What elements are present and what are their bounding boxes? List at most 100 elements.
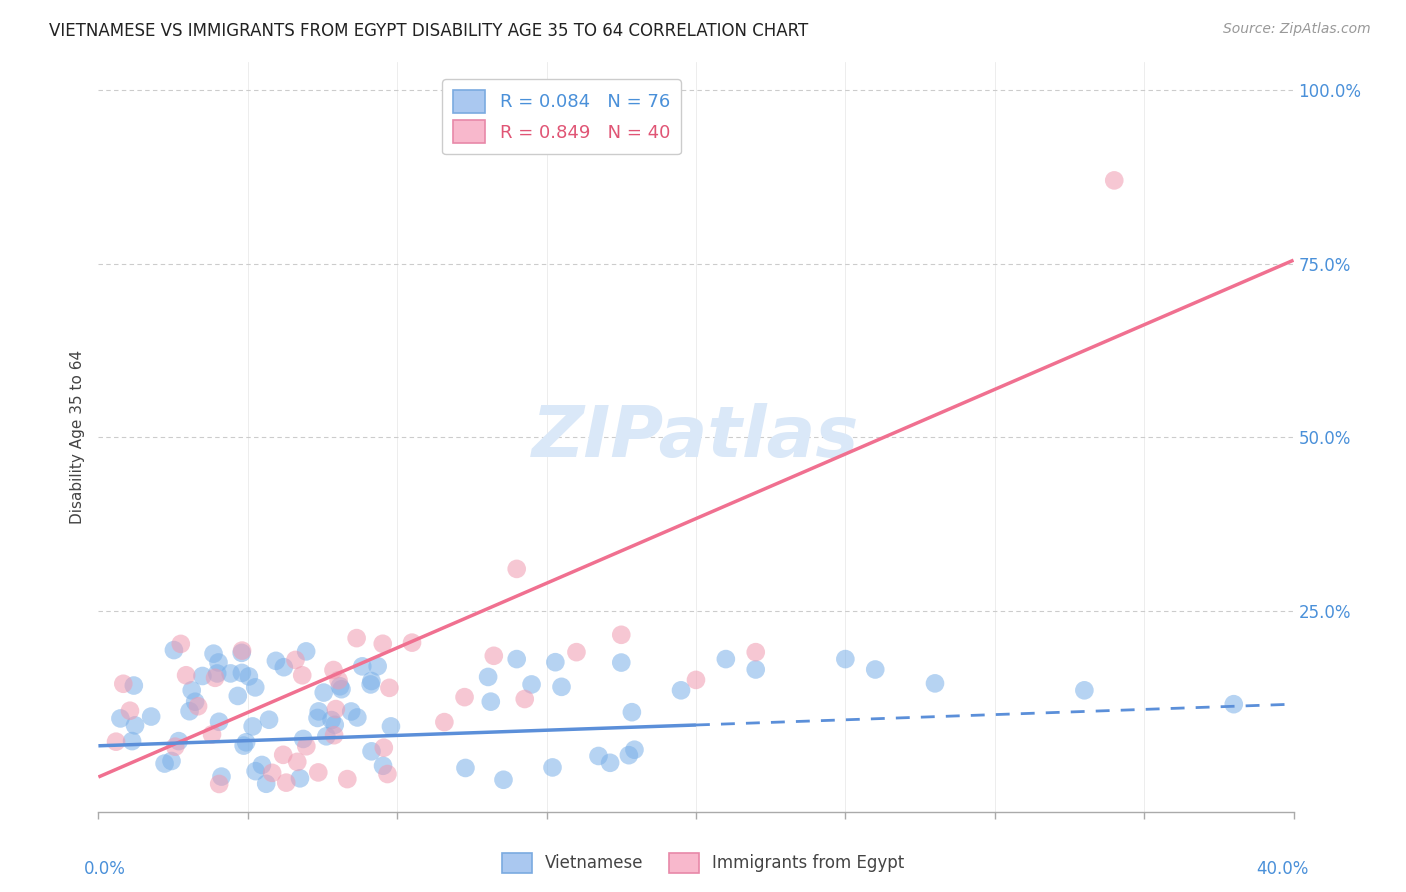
Point bbox=[745, 645, 768, 659]
Point bbox=[599, 756, 621, 770]
Point bbox=[315, 729, 337, 743]
Point bbox=[346, 631, 368, 645]
Point bbox=[163, 643, 186, 657]
Point bbox=[685, 673, 707, 687]
Point bbox=[1104, 173, 1126, 187]
Point bbox=[1073, 683, 1095, 698]
Y-axis label: Disability Age 35 to 64: Disability Age 35 to 64 bbox=[69, 350, 84, 524]
Point bbox=[378, 681, 401, 695]
Point bbox=[352, 659, 374, 673]
Point bbox=[669, 683, 692, 698]
Point bbox=[550, 680, 572, 694]
Point bbox=[373, 740, 395, 755]
Point bbox=[610, 628, 633, 642]
Point bbox=[295, 739, 318, 754]
Point bbox=[329, 679, 352, 693]
Point bbox=[336, 772, 359, 786]
Point bbox=[141, 709, 163, 723]
Point bbox=[242, 719, 264, 733]
Point bbox=[257, 713, 280, 727]
Point bbox=[232, 739, 254, 753]
Point bbox=[238, 669, 260, 683]
Point bbox=[205, 666, 228, 681]
Point bbox=[250, 758, 273, 772]
Point bbox=[477, 670, 499, 684]
Point bbox=[208, 777, 231, 791]
Point bbox=[492, 772, 515, 787]
Point bbox=[207, 656, 229, 670]
Point bbox=[124, 718, 146, 732]
Point bbox=[453, 690, 475, 705]
Point bbox=[167, 734, 190, 748]
Point bbox=[170, 637, 193, 651]
Point bbox=[360, 744, 382, 758]
Point bbox=[219, 666, 242, 681]
Point bbox=[153, 756, 176, 771]
Point bbox=[588, 749, 610, 764]
Point bbox=[211, 770, 233, 784]
Point bbox=[323, 718, 346, 732]
Text: 40.0%: 40.0% bbox=[1256, 860, 1309, 879]
Point bbox=[433, 715, 456, 730]
Point bbox=[401, 635, 423, 649]
Point bbox=[513, 692, 536, 706]
Point bbox=[1223, 697, 1246, 711]
Point bbox=[308, 705, 330, 719]
Point bbox=[165, 739, 187, 754]
Point bbox=[745, 663, 768, 677]
Point bbox=[118, 704, 141, 718]
Point bbox=[544, 655, 567, 669]
Point bbox=[377, 767, 399, 781]
Point bbox=[924, 676, 946, 690]
Point bbox=[202, 647, 225, 661]
Point bbox=[191, 669, 214, 683]
Point bbox=[112, 677, 135, 691]
Point bbox=[204, 671, 226, 685]
Point bbox=[187, 699, 209, 714]
Point bbox=[346, 710, 368, 724]
Text: 0.0%: 0.0% bbox=[83, 860, 125, 879]
Point bbox=[105, 734, 128, 748]
Point bbox=[620, 705, 643, 719]
Point bbox=[520, 677, 543, 691]
Point bbox=[340, 705, 363, 719]
Point bbox=[834, 652, 856, 666]
Point bbox=[284, 653, 307, 667]
Point bbox=[623, 742, 645, 756]
Point bbox=[179, 704, 201, 718]
Point bbox=[160, 754, 183, 768]
Text: Source: ZipAtlas.com: Source: ZipAtlas.com bbox=[1223, 22, 1371, 37]
Text: ZIPatlas: ZIPatlas bbox=[533, 402, 859, 472]
Point bbox=[292, 731, 315, 746]
Point bbox=[245, 764, 267, 779]
Point bbox=[245, 681, 267, 695]
Point bbox=[231, 646, 253, 660]
Point bbox=[541, 760, 564, 774]
Point bbox=[201, 727, 224, 741]
Point bbox=[307, 765, 329, 780]
Point bbox=[371, 758, 394, 772]
Point bbox=[307, 711, 329, 725]
Point bbox=[617, 748, 640, 763]
Point bbox=[184, 695, 207, 709]
Point bbox=[180, 683, 202, 698]
Point bbox=[380, 719, 402, 733]
Point bbox=[312, 685, 335, 699]
Point bbox=[254, 777, 277, 791]
Point bbox=[174, 668, 197, 682]
Point bbox=[231, 643, 253, 657]
Point bbox=[271, 747, 294, 762]
Point bbox=[325, 702, 347, 716]
Point bbox=[360, 677, 382, 691]
Point bbox=[565, 645, 588, 659]
Point bbox=[371, 637, 394, 651]
Point bbox=[506, 562, 529, 576]
Point bbox=[367, 659, 389, 673]
Point bbox=[482, 648, 505, 663]
Point bbox=[321, 713, 343, 727]
Point bbox=[291, 668, 314, 682]
Point bbox=[506, 652, 529, 666]
Point bbox=[235, 735, 257, 749]
Point bbox=[226, 689, 249, 703]
Point bbox=[231, 665, 253, 680]
